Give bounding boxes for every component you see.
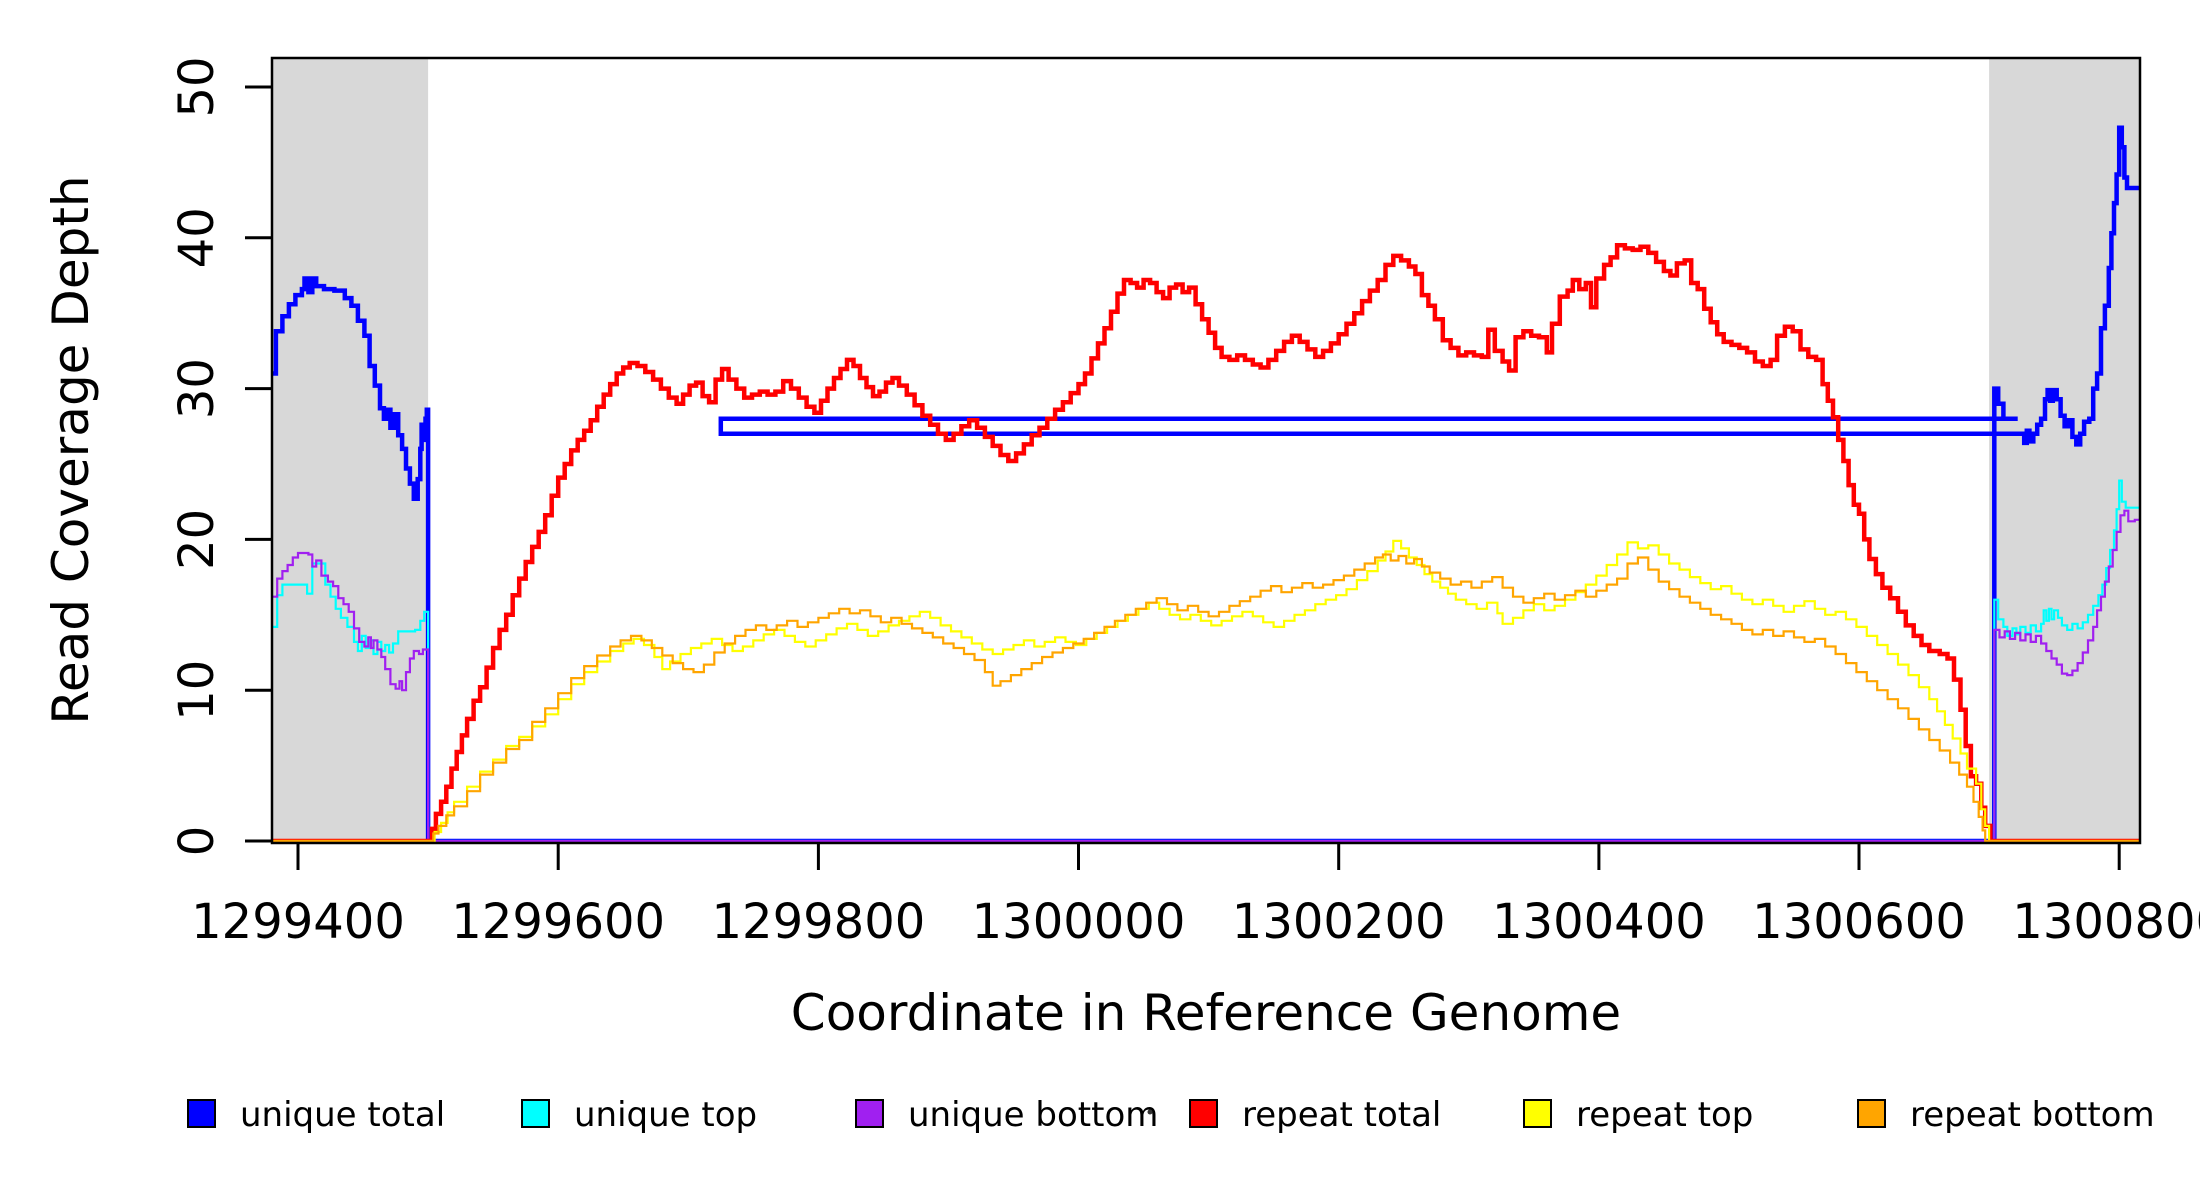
legend-swatch-repeat-top [1523, 1099, 1552, 1128]
series-line-repeat-top [272, 539, 2140, 843]
legend-label-repeat-top: repeat top [1576, 1095, 1753, 1135]
legend-label-unique-total: unique total [240, 1095, 445, 1135]
legend-swatch-unique-total [187, 1099, 216, 1128]
legend-swatch-unique-bottom [855, 1099, 884, 1128]
stray-dot [1147, 1109, 1153, 1115]
legend-item-repeat-total: repeat total [1189, 1095, 1441, 1135]
y-tick-label: 30 [169, 358, 225, 419]
legend-item-unique-top: unique top [521, 1095, 757, 1135]
x-tick-label: 1300000 [972, 894, 1186, 950]
legend-item-unique-bottom: unique bottom [855, 1095, 1158, 1135]
y-tick-label: 50 [169, 56, 225, 117]
x-tick-label: 1300600 [1752, 894, 1966, 950]
x-tick-label: 1299400 [191, 894, 405, 950]
legend-label-unique-bottom: unique bottom [908, 1095, 1158, 1135]
y-tick-label: 10 [169, 660, 225, 721]
legend-swatch-repeat-bottom [1857, 1099, 1886, 1128]
legend: unique total unique top unique bottom repea… [187, 1095, 2155, 1135]
y-axis-title: Read Coverage Depth [42, 175, 100, 724]
legend-item-repeat-bottom: repeat bottom [1857, 1095, 2155, 1135]
legend-label-repeat-total: repeat total [1242, 1095, 1441, 1135]
series-line-repeat-total [272, 243, 2140, 844]
y-tick-label: 20 [169, 509, 225, 570]
x-tick-label: 1300400 [1492, 894, 1706, 950]
legend-swatch-repeat-total [1189, 1099, 1218, 1128]
x-tick-label: 1299800 [712, 894, 926, 950]
x-axis-title: Coordinate in Reference Genome [791, 984, 1621, 1042]
legend-label-repeat-bottom: repeat bottom [1910, 1095, 2155, 1135]
series-line-unique-top [272, 479, 2140, 843]
plot-box [270, 56, 2142, 845]
legend-item-unique-total: unique total [187, 1095, 445, 1135]
x-tick-label: 1300200 [1232, 894, 1446, 950]
legend-swatch-unique-top [521, 1099, 550, 1128]
legend-label-unique-top: unique top [574, 1095, 757, 1135]
y-tick-label: 40 [169, 207, 225, 268]
y-tick-label: 0 [169, 826, 225, 857]
legend-item-repeat-top: repeat top [1523, 1095, 1753, 1135]
x-tick-label: 1299600 [451, 894, 665, 950]
series-group [272, 125, 2140, 844]
series-line-unique-bottom [272, 509, 2140, 843]
series-line-repeat-bottom [272, 553, 2140, 843]
